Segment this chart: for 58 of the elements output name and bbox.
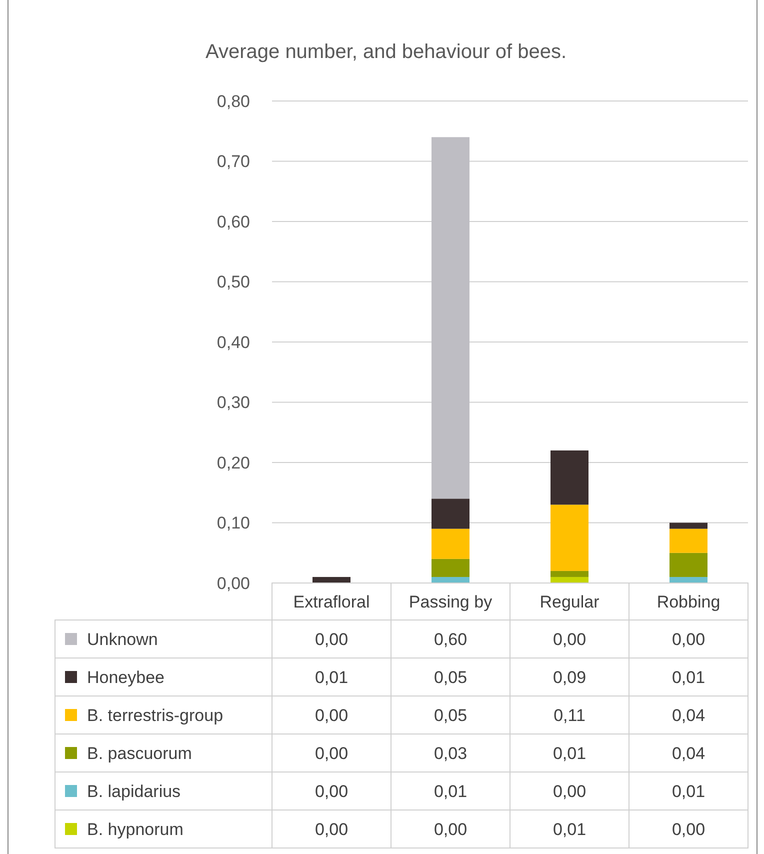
y-tick-label: 0,20 xyxy=(216,453,250,472)
bar xyxy=(312,576,350,583)
bar xyxy=(670,528,708,553)
y-tick-label: 0,60 xyxy=(216,212,250,232)
data-label: 0,01 xyxy=(552,744,586,763)
data-label: 0,00 xyxy=(314,630,348,649)
data-label: 0,00 xyxy=(434,820,468,839)
bar xyxy=(550,504,588,571)
data-label: 0,05 xyxy=(434,706,468,725)
bar xyxy=(670,522,708,529)
y-tick-label: 0,50 xyxy=(216,272,250,292)
data-label: 0,11 xyxy=(554,706,586,725)
data-label: 0,01 xyxy=(552,820,586,839)
data-label: 0,00 xyxy=(552,782,586,801)
data-label: 0,00 xyxy=(672,820,706,839)
data-label: 0,01 xyxy=(672,668,706,687)
data-label: 0,01 xyxy=(434,782,468,801)
data-label: 0,09 xyxy=(552,668,586,687)
bar xyxy=(432,137,470,499)
y-tick-label: 0,30 xyxy=(216,393,250,412)
data-label: 0,00 xyxy=(314,782,348,801)
data-label: 0,00 xyxy=(314,820,348,839)
x-tick-label: Regular xyxy=(540,592,600,612)
data-label: 0,00 xyxy=(314,706,348,725)
y-tick-label: 0,10 xyxy=(216,514,250,533)
legend-label: B. terrestris-group xyxy=(87,706,224,725)
y-tick-label: 0,80 xyxy=(216,92,250,111)
x-tick-label: Passing by xyxy=(408,592,493,612)
bar xyxy=(670,552,708,577)
bar xyxy=(670,576,708,583)
legend-label: B. hypnorum xyxy=(87,820,184,839)
legend-label: Honeybee xyxy=(87,668,165,687)
bar xyxy=(550,576,588,583)
y-tick-label: 0,70 xyxy=(216,152,250,172)
bar xyxy=(432,498,470,529)
x-tick-label: Extrafloral xyxy=(293,592,370,612)
bar xyxy=(432,576,470,583)
data-label: 0,04 xyxy=(672,744,706,763)
legend-label: B. lapidarius xyxy=(87,782,181,801)
x-tick-label: Robbing xyxy=(656,592,720,612)
data-label: 0,05 xyxy=(434,668,468,687)
bar xyxy=(432,558,470,577)
bar xyxy=(432,528,470,559)
legend-label: B. pascuorum xyxy=(87,744,192,763)
data-label: 0,01 xyxy=(672,782,706,801)
y-tick-label: 0,00 xyxy=(216,574,250,593)
data-label: 0,04 xyxy=(672,706,706,725)
data-label: 0,00 xyxy=(672,630,706,649)
chart-title: Average number, and behaviour of bees. xyxy=(206,41,566,63)
data-label: 0,03 xyxy=(434,744,468,763)
y-tick-label: 0,40 xyxy=(216,332,250,352)
bar xyxy=(550,570,588,577)
legend-label: Unknown xyxy=(87,630,158,649)
bar xyxy=(550,450,588,505)
data-label: 0,00 xyxy=(314,744,348,763)
data-label: 0,60 xyxy=(434,630,468,649)
data-label: 0,01 xyxy=(314,668,348,687)
data-label: 0,00 xyxy=(552,630,586,649)
